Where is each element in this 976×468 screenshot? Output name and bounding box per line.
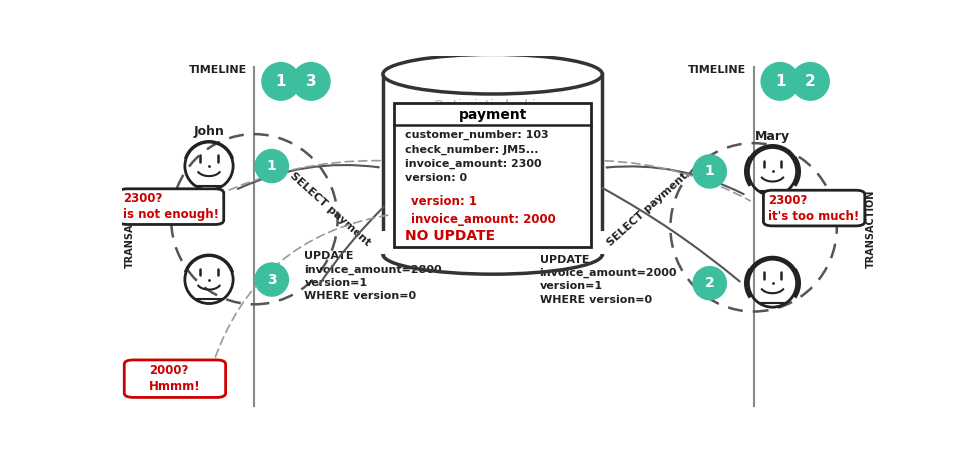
Text: version: 1
invoice_amount: 2000: version: 1 invoice_amount: 2000	[411, 195, 555, 226]
Text: John: John	[193, 125, 224, 138]
Ellipse shape	[383, 54, 602, 94]
Text: Optimistic locking
via version: Optimistic locking via version	[433, 99, 551, 129]
Text: NO UPDATE: NO UPDATE	[405, 229, 495, 243]
Text: UPDATE
invoice_amount=2800
version=1
WHERE version=0: UPDATE invoice_amount=2800 version=1 WHE…	[305, 251, 442, 301]
Text: 1: 1	[275, 74, 286, 89]
FancyArrowPatch shape	[605, 161, 750, 201]
Text: 2: 2	[705, 276, 714, 290]
Text: 2300?
is not enough!: 2300? is not enough!	[123, 192, 220, 221]
FancyBboxPatch shape	[119, 189, 224, 225]
FancyBboxPatch shape	[763, 190, 865, 226]
FancyArrowPatch shape	[238, 165, 379, 189]
Polygon shape	[379, 231, 606, 255]
Text: payment: payment	[459, 108, 527, 122]
Text: UPDATE
invoice_amount=2000
version=1
WHERE version=0: UPDATE invoice_amount=2000 version=1 WHE…	[540, 255, 677, 305]
FancyBboxPatch shape	[394, 103, 591, 247]
Ellipse shape	[761, 63, 799, 100]
Text: TIMELINE: TIMELINE	[688, 65, 746, 75]
Text: 1: 1	[705, 164, 714, 178]
Text: TIMELINE: TIMELINE	[188, 65, 247, 75]
FancyArrowPatch shape	[213, 161, 381, 197]
Ellipse shape	[255, 263, 289, 296]
Ellipse shape	[693, 267, 726, 300]
FancyArrowPatch shape	[214, 215, 387, 360]
FancyArrowPatch shape	[607, 166, 744, 194]
Text: 1: 1	[266, 159, 276, 173]
Text: SELECT payment: SELECT payment	[605, 171, 690, 248]
FancyBboxPatch shape	[124, 360, 225, 397]
Text: TRANSACTION: TRANSACTION	[125, 190, 135, 268]
Text: 2000?
Hmmm!: 2000? Hmmm!	[149, 364, 201, 393]
Text: 2: 2	[805, 74, 816, 89]
Text: 2300?
it's too much!: 2300? it's too much!	[768, 194, 860, 223]
FancyArrowPatch shape	[319, 207, 384, 285]
Text: 3: 3	[267, 272, 276, 286]
Text: 3: 3	[305, 74, 316, 89]
Ellipse shape	[792, 63, 830, 100]
Ellipse shape	[262, 63, 300, 100]
Ellipse shape	[292, 63, 330, 100]
Text: Mary: Mary	[755, 130, 790, 143]
Polygon shape	[383, 74, 602, 255]
Text: TRANSACTION: TRANSACTION	[866, 190, 875, 268]
Text: 1: 1	[775, 74, 786, 89]
Text: SELECT payment: SELECT payment	[288, 171, 372, 248]
FancyArrowPatch shape	[602, 188, 740, 281]
Text: customer_number: 103
check_number: JM5...
invoice_amount: 2300
version: 0: customer_number: 103 check_number: JM5..…	[405, 130, 549, 183]
Ellipse shape	[255, 150, 289, 183]
Ellipse shape	[693, 155, 726, 188]
